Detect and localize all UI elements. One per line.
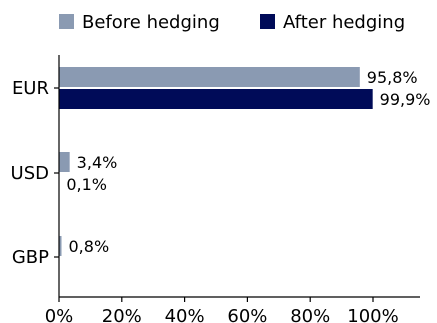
legend-swatch-after-hedging bbox=[260, 14, 275, 29]
bar-before-hedging-gbp bbox=[59, 236, 62, 256]
y-tick-label-usd: USD bbox=[11, 163, 49, 184]
data-label-before-hedging-eur: 95,8% bbox=[367, 68, 418, 87]
legend-swatch-before-hedging bbox=[59, 14, 74, 29]
bars-group bbox=[59, 67, 373, 256]
x-tick-label-40: 40% bbox=[165, 306, 205, 323]
bar-after-hedging-eur bbox=[59, 89, 373, 109]
x-axis-ticks: 0% 20% 40% 60% 80% 100% bbox=[45, 297, 399, 323]
x-tick-label-20: 20% bbox=[102, 306, 142, 323]
legend-label-before-hedging: Before hedging bbox=[82, 12, 220, 33]
data-label-before-hedging-gbp: 0,8% bbox=[69, 237, 110, 256]
y-tick-label-gbp: GBP bbox=[12, 247, 49, 268]
legend-label-after-hedging: After hedging bbox=[283, 12, 405, 33]
data-labels-group: 95,8% 99,9% 3,4% 0,1% 0,8% bbox=[66, 68, 430, 256]
x-tick-label-0: 0% bbox=[45, 306, 74, 323]
x-tick-label-60: 60% bbox=[227, 306, 267, 323]
data-label-after-hedging-usd: 0,1% bbox=[66, 175, 107, 194]
legend: Before hedging After hedging bbox=[59, 12, 405, 33]
bar-before-hedging-usd bbox=[59, 152, 70, 172]
y-tick-label-eur: EUR bbox=[12, 78, 49, 99]
y-axis-ticks: EUR USD GBP bbox=[11, 78, 59, 268]
x-tick-label-80: 80% bbox=[290, 306, 330, 323]
data-label-before-hedging-usd: 3,4% bbox=[77, 153, 118, 172]
bar-before-hedging-eur bbox=[59, 67, 360, 87]
x-tick-label-100: 100% bbox=[347, 306, 398, 323]
data-label-after-hedging-eur: 99,9% bbox=[380, 90, 431, 109]
